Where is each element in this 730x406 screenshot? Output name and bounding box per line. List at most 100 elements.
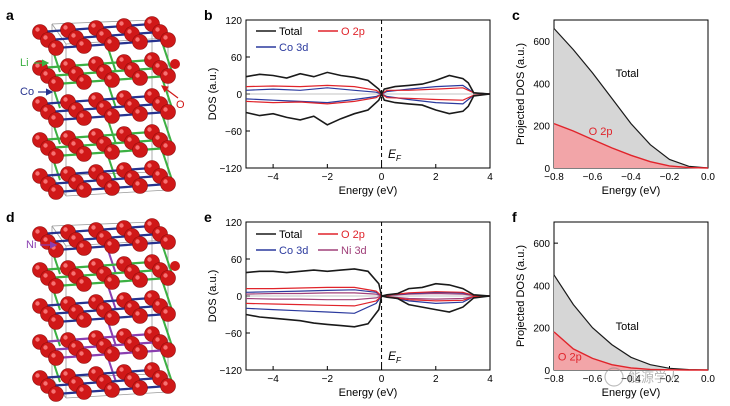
atom-highlight [43,237,48,242]
watermark-text: 能源学人 [628,370,680,385]
atom-highlight [43,35,48,40]
oxygen-atom [160,140,176,156]
atom-highlight [35,135,40,140]
crystal-structure-a [32,16,180,200]
panel-d: d Ni [6,209,180,402]
atom-highlight [91,23,96,28]
atom-highlight [127,137,132,142]
x-tick-label-c: −0.8 [544,172,564,183]
atom-highlight [79,77,84,82]
atom-highlight [35,373,40,378]
atom-highlight [135,275,140,280]
atom-highlight [71,235,76,240]
atom-highlight [155,27,160,32]
oxygen-atom [132,106,148,122]
y-tick-label-c: 600 [533,37,550,48]
panel-letter-e: e [204,209,212,225]
oxygen-atom [160,270,176,286]
atom-highlight [135,239,140,244]
atom-highlight [155,337,160,342]
area-total-f [554,274,708,370]
atom-highlight [107,313,112,318]
oxygen-atom [132,380,148,396]
oxygen-atom [48,350,64,366]
atom-highlight [107,39,112,44]
atom-highlight [155,99,160,104]
crystal-structure-d [32,218,180,402]
fermi-label-b: EF [388,147,402,163]
label-co: Co [20,86,34,98]
atom-highlight [99,233,104,238]
atom-highlight [91,225,96,230]
atom-highlight [35,337,40,342]
atom-highlight [135,37,140,42]
panel-letter-c: c [512,7,520,23]
atom-highlight [127,173,132,178]
x-tick-label-f: 0.0 [701,374,715,385]
oxygen-atom [132,236,148,252]
atom-highlight [127,267,132,272]
oxygen-atom [76,182,92,198]
legend-total-e: Total [279,229,302,241]
atom-highlight [135,311,140,316]
legend-co3d-e: Co 3d [279,245,308,257]
atom-highlight [43,179,48,184]
oxygen-atom [104,382,120,398]
oxygen-atom [132,308,148,324]
x-tick-label-e: −4 [267,374,279,385]
pdos-plot-f: −0.8 −0.6 −0.4 −0.2 0.0 0 200 400 600 Energy (eV)… [512,209,715,399]
y-tick-label-e: −60 [225,329,242,340]
y-tick-label-e: 0 [236,292,242,303]
oxygen-atom [104,72,120,88]
oxygen-atom [104,180,120,196]
atom-highlight [63,169,68,174]
oxygen-atom [170,59,180,69]
legend-co3d: Co 3d [279,42,308,54]
y-tick-label-e: 60 [231,255,243,266]
y-tick-label-c: 400 [533,79,550,90]
atom-highlight [91,333,96,338]
atom-highlight [163,345,168,350]
oxygen-atom [104,238,120,254]
atom-highlight [51,389,56,394]
y-tick-label-e: −120 [219,366,242,377]
oxygen-atom [48,76,64,92]
atom-highlight [155,135,160,140]
atom-highlight [51,187,56,192]
unit-cell-edge [51,225,67,247]
x-tick-label-e: −2 [322,374,334,385]
legend-ni3d-e: Ni 3d [341,245,367,257]
atom-highlight [51,43,56,48]
y-tick-label-c: 0 [544,164,550,175]
oxygen-atom [76,348,92,364]
inplot-label-o2p-c: O 2p [589,126,613,138]
atom-highlight [79,279,84,284]
panel-letter-f: f [512,209,517,225]
oxygen-atom [76,38,92,54]
atom-highlight [63,371,68,376]
atom-highlight [135,109,140,114]
atom-highlight [43,107,48,112]
oxygen-atom [132,178,148,194]
atom-highlight [35,301,40,306]
y-axis-label-b: DOS (a.u.) [207,68,219,121]
oxygen-atom [104,310,120,326]
atom-highlight [91,369,96,374]
atom-highlight [51,115,56,120]
atom-highlight [99,103,104,108]
oxygen-atom [104,144,120,160]
label-li: Li [20,57,29,69]
panel-a: a Li Co O [6,7,185,200]
y-tick-label-b: −60 [225,127,242,138]
atom-highlight [43,71,48,76]
interlayer-bond [161,243,173,275]
atom-highlight [51,245,56,250]
y-axis-label-e: DOS (a.u.) [207,270,219,323]
x-tick-label-f: −0.4 [621,374,641,385]
atom-highlight [155,373,160,378]
atom-highlight [119,93,124,98]
atom-highlight [119,295,124,300]
atom-highlight [163,273,168,278]
atom-highlight [147,163,152,168]
atom-highlight [107,277,112,282]
